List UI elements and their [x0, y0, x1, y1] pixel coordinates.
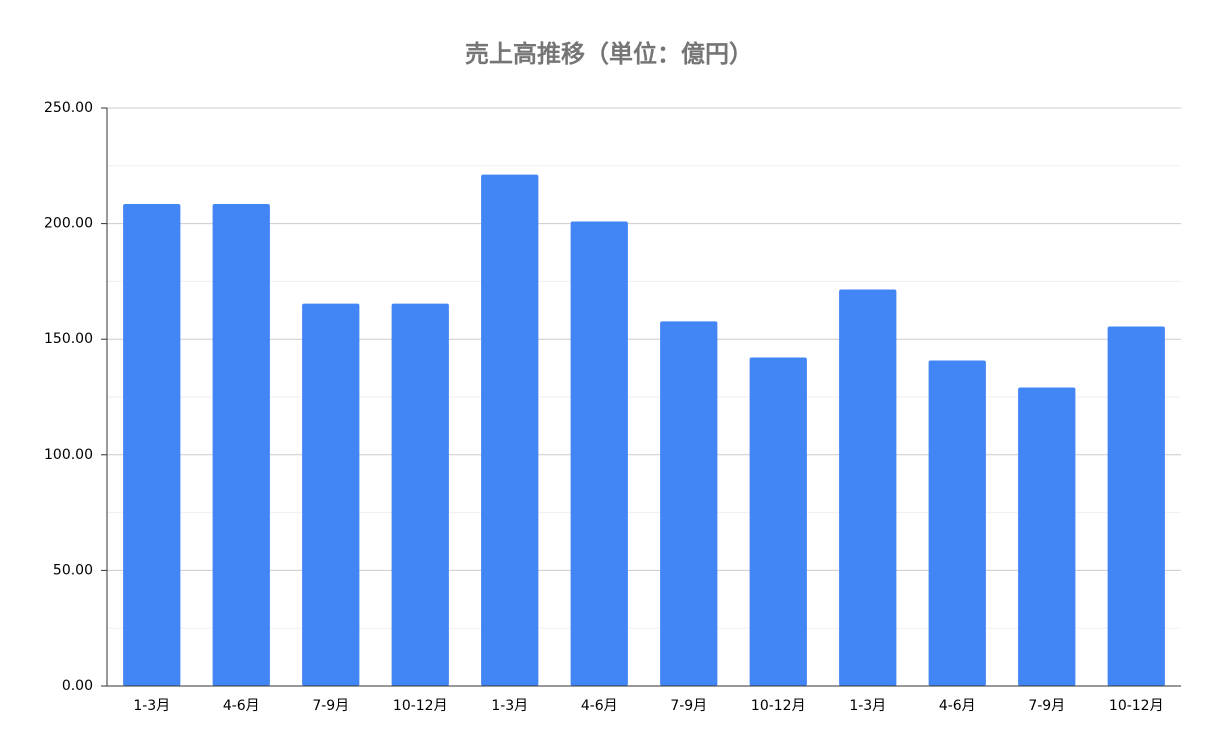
x-tick-label: 1-3月: [491, 698, 528, 714]
y-tick-label: 0.00: [62, 678, 93, 694]
bar: [123, 203, 181, 686]
bar: [749, 357, 807, 686]
y-tick-label: 200.00: [44, 216, 93, 232]
bar: [1018, 387, 1076, 686]
bar: [302, 303, 360, 686]
x-tick-label: 7-9月: [312, 698, 349, 714]
x-tick-label: 10-12月: [751, 698, 806, 714]
x-tick-label: 4-6月: [939, 698, 976, 714]
x-tick-label: 1-3月: [133, 698, 170, 714]
chart-title: 売上高推移（単位：億円）: [465, 40, 753, 68]
x-tick-label: 10-12月: [1109, 698, 1164, 714]
bar: [928, 360, 986, 686]
y-tick-label: 100.00: [44, 447, 93, 463]
x-tick-label: 7-9月: [1028, 698, 1065, 714]
bar: [570, 221, 628, 686]
y-tick-label: 250.00: [44, 100, 93, 116]
bar: [660, 321, 718, 686]
bar: [391, 303, 449, 686]
y-tick-label: 150.00: [44, 331, 93, 347]
bar: [1107, 326, 1165, 686]
x-tick-label: 4-6月: [223, 698, 260, 714]
x-tick-label: 10-12月: [393, 698, 448, 714]
x-tick-label: 1-3月: [849, 698, 886, 714]
y-tick-label: 50.00: [53, 562, 93, 578]
bar: [212, 203, 270, 686]
bar: [839, 289, 897, 686]
x-tick-label: 7-9月: [670, 698, 707, 714]
x-tick-label: 4-6月: [581, 698, 618, 714]
bar: [481, 174, 539, 686]
